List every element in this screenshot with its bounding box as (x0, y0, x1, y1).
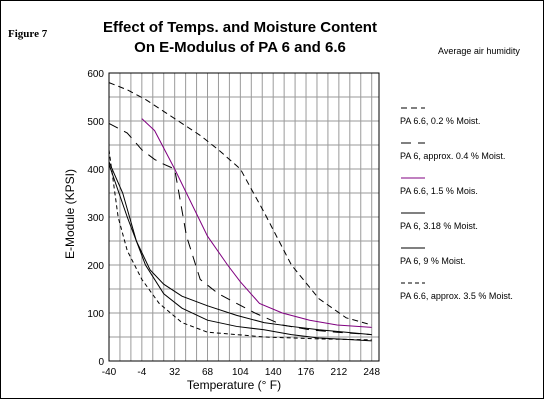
legend-entry-label: PA 6, 9 % Moist. (400, 256, 465, 266)
y-tick-label: 500 (87, 117, 104, 128)
chart-title-line-1: Effect of Temps. and Moisture Content (103, 19, 377, 36)
legend-entry-label: PA 6.6, 1.5 % Mois. (400, 186, 478, 196)
series-line-3 (141, 118, 372, 328)
y-tick-label: 300 (87, 213, 104, 224)
series-line-2 (108, 122, 372, 336)
x-tick-label: 176 (298, 367, 315, 378)
y-axis-label: E-Module (KPSI) (63, 169, 77, 259)
chart-title-line-2: On E-Modulus of PA 6 and 6.6 (134, 39, 346, 56)
humidity-note: Average air humidity (438, 46, 520, 56)
legend-entry-label: PA 6.6, approx. 3.5 % Moist. (400, 291, 513, 301)
legend-entry-label: PA 6, approx. 0.4 % Moist. (400, 151, 505, 161)
y-tick-label: 400 (87, 165, 104, 176)
x-tick-label: 248 (363, 367, 380, 378)
y-tick-label: 200 (87, 261, 104, 272)
y-tick-label: 0 (98, 357, 104, 368)
x-tick-label: -40 (102, 367, 117, 378)
chart-title: Effect of Temps. and Moisture Content On… (60, 18, 420, 58)
legend-entry-label: PA 6.6, 0.2 % Moist. (400, 116, 480, 126)
series-line-1 (108, 82, 372, 326)
series-line-5 (108, 164, 372, 342)
x-tick-label: 32 (169, 367, 181, 378)
x-tick-label: 140 (265, 367, 282, 378)
x-tick-label: 68 (202, 367, 214, 378)
x-tick-label: 212 (331, 367, 348, 378)
legend-entry-label: PA 6, 3.18 % Moist. (400, 221, 478, 231)
y-tick-label: 600 (87, 69, 104, 80)
plot-border (108, 72, 380, 362)
x-axis-label: Temperature (° F) (187, 378, 281, 392)
y-tick-label: 100 (87, 309, 104, 320)
x-tick-label: -4 (137, 367, 146, 378)
x-tick-label: 104 (232, 367, 249, 378)
figure-label: Figure 7 (8, 28, 48, 40)
